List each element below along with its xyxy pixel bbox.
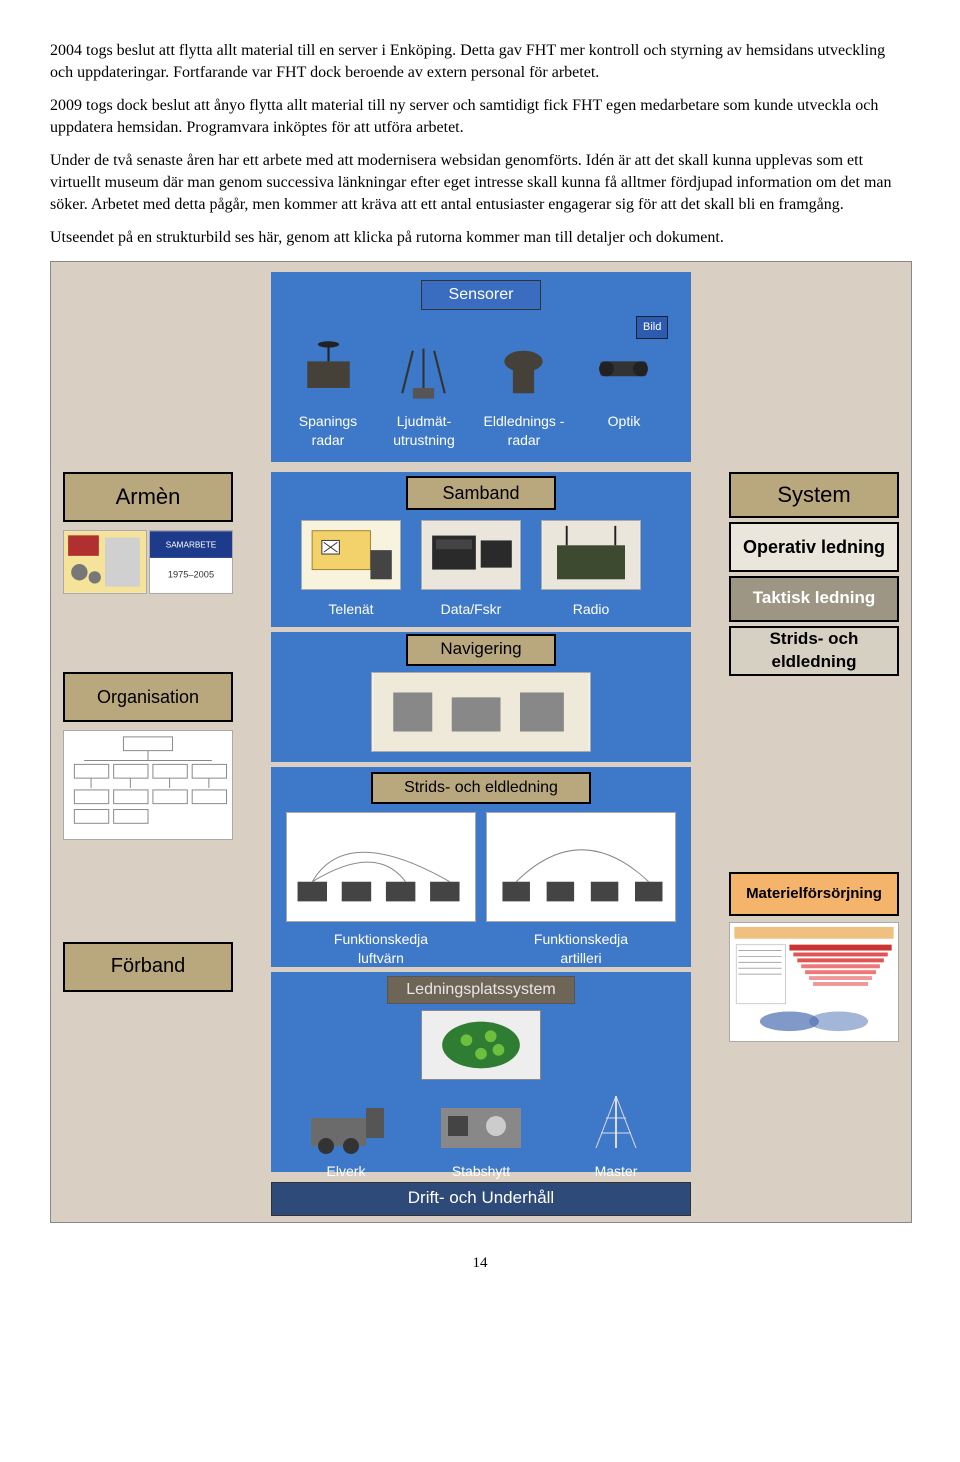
svg-text:1975–2005: 1975–2005: [168, 569, 214, 579]
materiel-thumb[interactable]: [729, 922, 899, 1042]
system-box[interactable]: System: [729, 472, 899, 518]
datafskr-thumb[interactable]: [421, 520, 521, 590]
navigering-thumb[interactable]: [371, 672, 591, 752]
sensorer-header[interactable]: Sensorer: [421, 280, 541, 310]
bild-tag[interactable]: Bild: [636, 316, 668, 339]
spaningsradar-label: Spanings radar: [283, 412, 373, 450]
radio-thumb[interactable]: [541, 520, 641, 590]
samband-header[interactable]: Samband: [406, 476, 556, 510]
stabshytt-thumb[interactable]: [426, 1088, 536, 1158]
master-thumb[interactable]: [561, 1088, 671, 1158]
ledningsplats-thumb[interactable]: [421, 1010, 541, 1080]
armen-thumb-1[interactable]: [63, 530, 147, 594]
organisation-box[interactable]: Organisation: [63, 672, 233, 722]
materiel-box[interactable]: Materielförsörjning: [729, 872, 899, 916]
optik-label: Optik: [579, 412, 669, 431]
elverk-label: Elverk: [301, 1162, 391, 1181]
svg-text:SAMARBETE: SAMARBETE: [166, 540, 217, 549]
optik-thumb[interactable]: [581, 340, 666, 404]
eldledningsradar-label: Eldlednings -radar: [479, 412, 569, 450]
funkart-label: Funktionskedja artilleri: [521, 930, 641, 968]
body-paragraph: 2004 togs beslut att flytta allt materia…: [50, 40, 910, 83]
body-paragraph: Under de två senaste åren har ett arbete…: [50, 150, 910, 215]
page-number: 14: [50, 1253, 910, 1273]
funkart-thumb[interactable]: [486, 812, 676, 922]
telenat-label: Telenät: [306, 600, 396, 619]
organisation-thumb[interactable]: [63, 730, 233, 840]
armen-thumb-2[interactable]: SAMARBETE 1975–2005: [149, 530, 233, 594]
radio-label: Radio: [546, 600, 636, 619]
body-paragraph: 2009 togs dock beslut att ånyo flytta al…: [50, 95, 910, 138]
funkluft-thumb[interactable]: [286, 812, 476, 922]
strids-right-box[interactable]: Strids- och eldledning: [729, 626, 899, 676]
structure-diagram: Armèn SAMARBETE 1975–2005 Organisation Fö…: [50, 261, 912, 1223]
stridseld-header[interactable]: Strids- och eldledning: [371, 772, 591, 804]
operativ-box[interactable]: Operativ ledning: [729, 522, 899, 572]
taktisk-box[interactable]: Taktisk ledning: [729, 576, 899, 622]
funkluft-label: Funktionskedja luftvärn: [321, 930, 441, 968]
datafskr-label: Data/Fskr: [426, 600, 516, 619]
telenat-thumb[interactable]: [301, 520, 401, 590]
ledningsplats-header[interactable]: Ledningsplatssystem: [387, 976, 575, 1004]
ljudmat-thumb[interactable]: [381, 340, 466, 404]
body-paragraph: Utseendet på en strukturbild ses här, ge…: [50, 227, 910, 249]
spaningsradar-thumb[interactable]: [286, 340, 371, 404]
stabshytt-label: Stabshytt: [436, 1162, 526, 1181]
armen-box[interactable]: Armèn: [63, 472, 233, 522]
forband-box[interactable]: Förband: [63, 942, 233, 992]
eldledningsradar-thumb[interactable]: [481, 340, 566, 404]
drift-underhall-header[interactable]: Drift- och Underhåll: [271, 1182, 691, 1216]
master-label: Master: [571, 1162, 661, 1181]
navigering-header[interactable]: Navigering: [406, 634, 556, 666]
elverk-thumb[interactable]: [291, 1088, 401, 1158]
ljudmat-label: Ljudmät- utrustning: [379, 412, 469, 450]
